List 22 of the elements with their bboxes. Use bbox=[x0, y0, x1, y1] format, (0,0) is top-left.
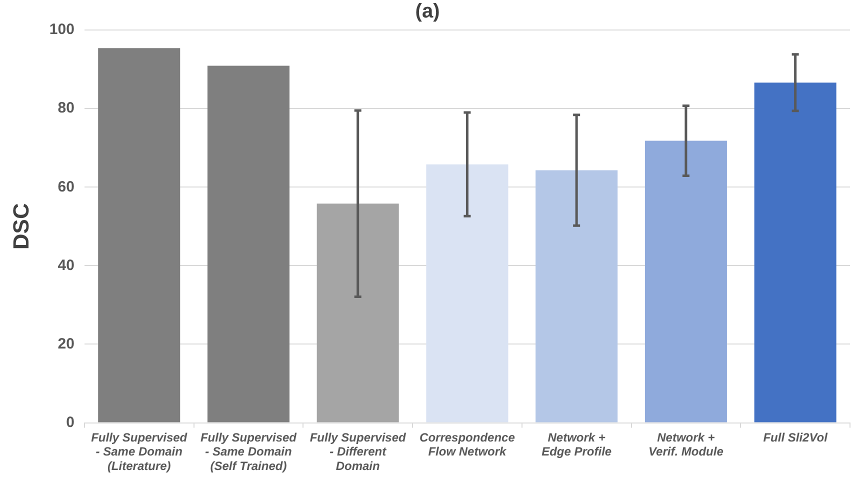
y-tick-label: 20 bbox=[58, 335, 74, 352]
bar bbox=[316, 204, 399, 422]
x-tick-label: Fully Supervised - Different Domain bbox=[310, 430, 407, 474]
y-tick-label: 40 bbox=[58, 256, 74, 274]
x-tick-label: Fully Supervised - Same Domain (Self Trained) bbox=[200, 430, 298, 474]
bar bbox=[426, 164, 508, 422]
y-tick-label: 60 bbox=[58, 178, 74, 196]
bar bbox=[207, 66, 290, 422]
bar bbox=[536, 170, 618, 422]
x-tick-label: Network + Verif. Module bbox=[648, 430, 724, 459]
y-tick-label: 100 bbox=[49, 21, 74, 38]
bar bbox=[98, 48, 180, 422]
bar bbox=[754, 82, 836, 422]
y-tick-label: 0 bbox=[66, 414, 74, 431]
y-axis-title: DSC bbox=[8, 203, 34, 250]
y-tick-label: 80 bbox=[58, 100, 74, 117]
bar bbox=[644, 140, 727, 422]
x-tick-label: Network + Edge Profile bbox=[542, 430, 612, 459]
x-tick-label: Full Sli2Vol bbox=[763, 430, 828, 444]
chart-title: (a) bbox=[415, 0, 440, 23]
x-tick-label: Correspondence Flow Network bbox=[420, 430, 516, 459]
x-tick-label: Fully Supervised - Same Domain (Literature) bbox=[91, 430, 188, 474]
